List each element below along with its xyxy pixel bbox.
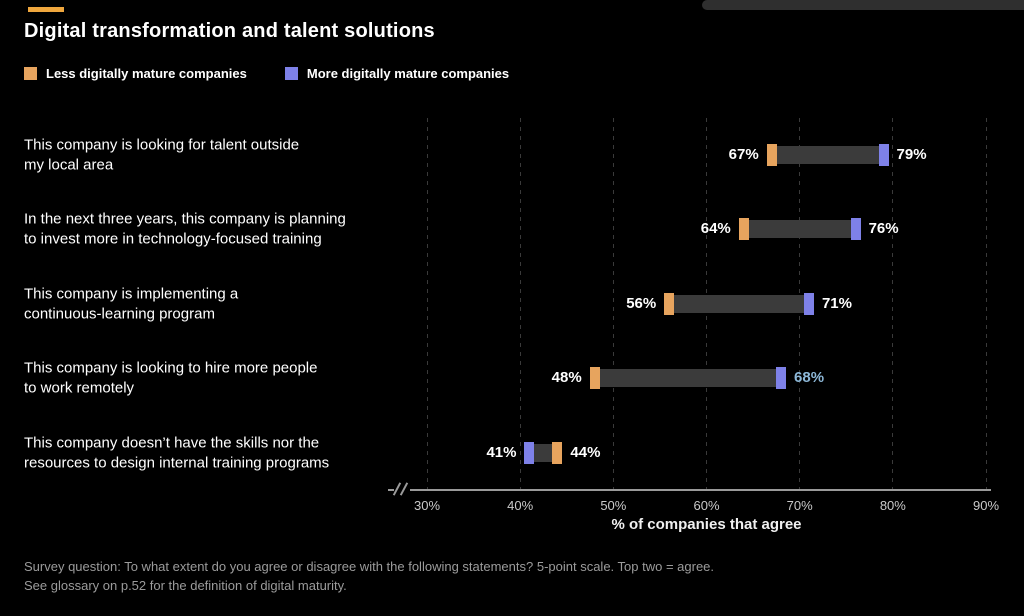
x-tick-label: 30% [413, 498, 441, 513]
category-label: This company is implementing a continuous… [24, 285, 402, 324]
legend-item: Less digitally mature companies [24, 66, 247, 81]
category-label-line: In the next three years, this company is… [24, 210, 346, 228]
category-label-line: This company is implementing a [24, 285, 239, 303]
x-tick-label: 70% [786, 498, 813, 513]
x-tick-label: 80% [879, 498, 906, 513]
category-label-line: This company is looking for talent outsi… [24, 136, 300, 154]
x-tick-label: 50% [600, 498, 627, 513]
category-label-line: to invest more in technology-focused tra… [24, 230, 322, 247]
category-label-line: continuous-learning program [24, 305, 215, 322]
x-tick-label: 60% [693, 498, 720, 513]
gridline [519, 118, 521, 490]
category-label: This company doesn’t have the skills nor… [24, 434, 402, 473]
footnote-line-1: Survey question: To what extent do you a… [24, 559, 715, 574]
marker-more-mature [776, 367, 787, 389]
value-label-left: 67% [728, 146, 759, 163]
range-bar [743, 220, 856, 238]
category-label: This company is looking for talent outsi… [24, 136, 402, 175]
legend-swatch [24, 67, 37, 80]
value-label-left: 56% [626, 295, 657, 312]
legend-swatch [284, 67, 298, 80]
range-bar [669, 295, 809, 313]
marker-more-mature [850, 218, 861, 240]
category-label: In the next three years, this company is… [24, 210, 402, 249]
marker-more-mature [878, 144, 889, 166]
value-label-right: 71% [821, 295, 852, 312]
range-bar [771, 146, 884, 164]
x-tick-label: 40% [507, 498, 534, 513]
legend-label: More digitally mature companies [306, 66, 510, 81]
marker-less-mature [664, 293, 675, 315]
value-label-left: 41% [486, 444, 517, 461]
footnote-line-2: See glossary on p.52 for the definition … [24, 578, 347, 593]
x-tick-label: 90% [972, 498, 1000, 513]
x-axis-title: % of companies that agree [611, 516, 802, 533]
category-label-line: This company is looking to hire more peo… [24, 359, 318, 377]
marker-less-mature [589, 367, 600, 389]
value-label-right: 76% [868, 220, 899, 237]
marker-less-mature [738, 218, 749, 240]
legend: Less digitally mature companies More digi… [24, 66, 509, 81]
gridline [612, 118, 614, 490]
value-label-right: 44% [570, 444, 601, 461]
value-label-right: 68% [794, 369, 825, 386]
gridline [892, 118, 894, 490]
window-titlebar-fragment [702, 0, 1024, 10]
legend-label: Less digitally mature companies [46, 66, 247, 81]
category-label: This company is looking to hire more peo… [24, 359, 402, 398]
value-label-left: 48% [551, 369, 582, 386]
x-axis-line [388, 489, 991, 491]
legend-item: More digitally mature companies [284, 66, 510, 81]
value-label-right: 79% [896, 146, 927, 163]
range-bar [594, 369, 782, 387]
value-label-left: 64% [700, 220, 731, 237]
gridline [985, 118, 987, 490]
accent-bar [28, 7, 64, 12]
category-label-line: This company doesn’t have the skills nor… [24, 434, 320, 452]
range-bar [529, 444, 558, 462]
marker-less-mature [552, 442, 563, 464]
footnote: Survey question: To what extent do you a… [24, 557, 714, 595]
marker-more-mature [803, 293, 814, 315]
category-label-line: my local area [24, 156, 114, 173]
marker-more-mature [524, 442, 535, 464]
gridline [426, 118, 428, 490]
marker-less-mature [766, 144, 777, 166]
chart-title: Digital transformation and talent soluti… [24, 20, 435, 42]
category-label-line: to work remotely [24, 379, 135, 396]
category-label-line: resources to design internal training pr… [24, 454, 330, 471]
